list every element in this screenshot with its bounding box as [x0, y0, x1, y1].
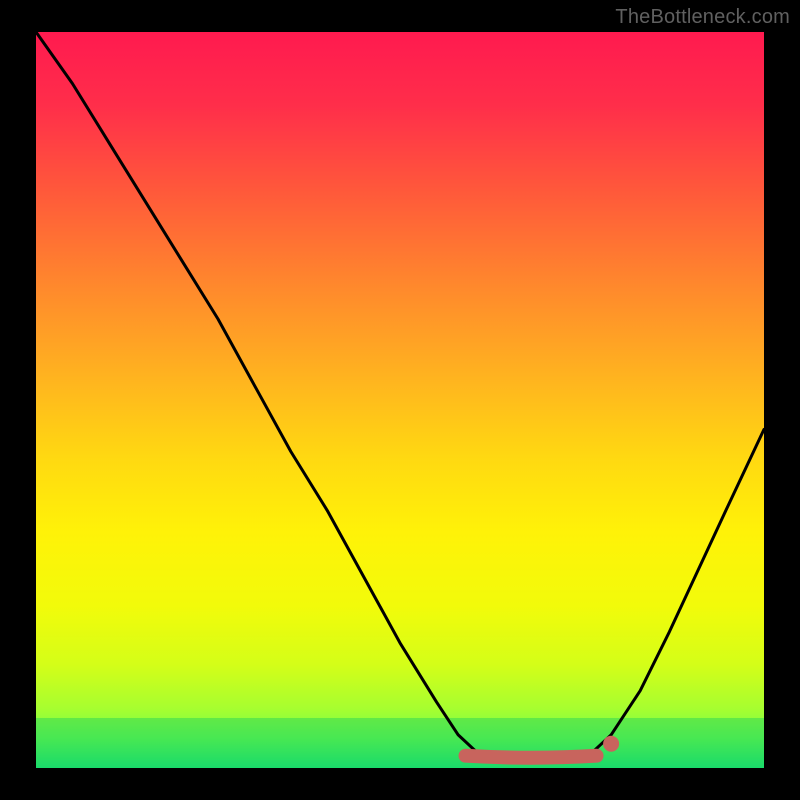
watermark: TheBottleneck.com: [615, 6, 790, 29]
chart-container: TheBottleneck.com: [0, 0, 800, 800]
bottleneck-curve-chart: [0, 0, 800, 800]
